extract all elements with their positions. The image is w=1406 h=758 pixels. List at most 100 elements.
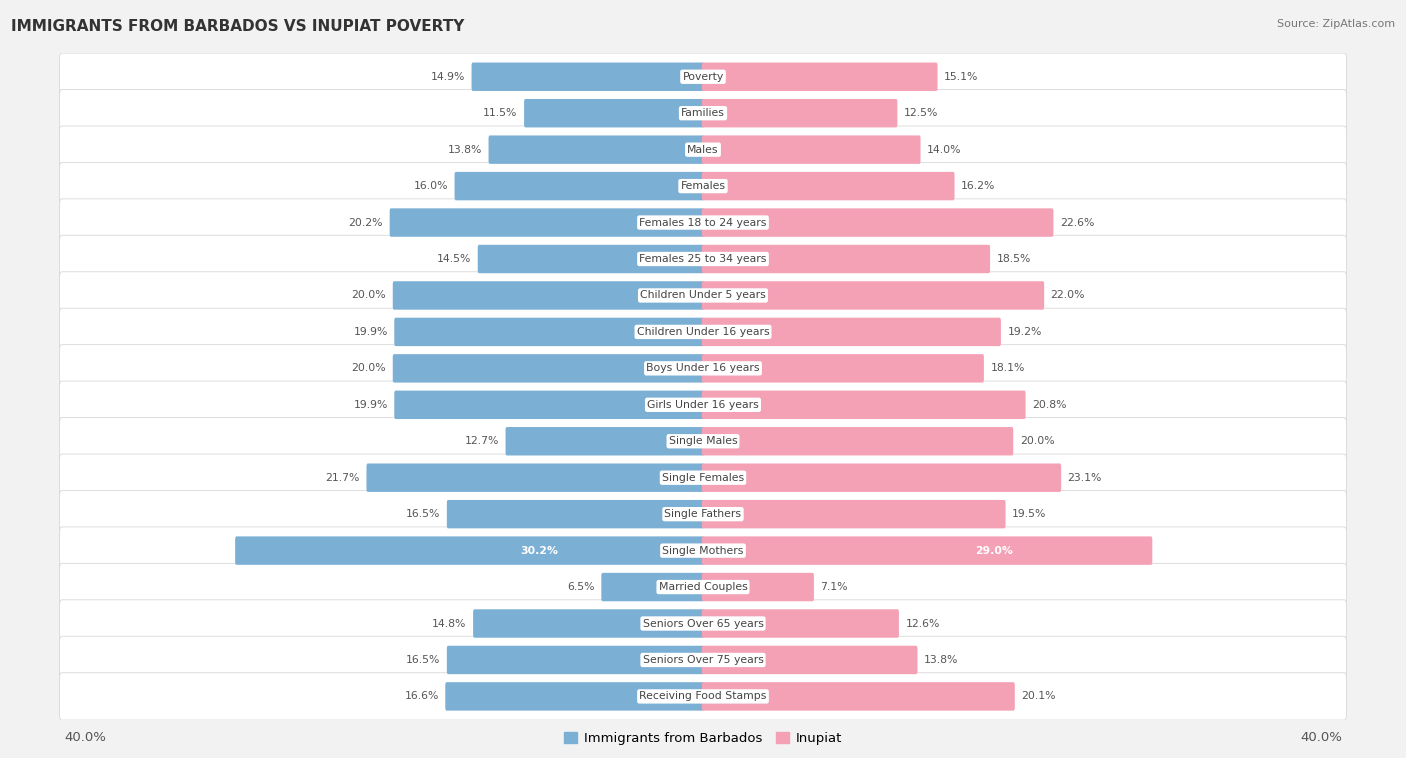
- FancyBboxPatch shape: [59, 235, 1347, 283]
- FancyBboxPatch shape: [702, 609, 898, 637]
- FancyBboxPatch shape: [392, 281, 704, 310]
- FancyBboxPatch shape: [446, 682, 704, 710]
- Text: 6.5%: 6.5%: [568, 582, 595, 592]
- Text: 30.2%: 30.2%: [520, 546, 558, 556]
- Text: Females: Females: [681, 181, 725, 191]
- Text: 22.0%: 22.0%: [1050, 290, 1085, 300]
- Text: 12.7%: 12.7%: [464, 437, 499, 446]
- Text: Source: ZipAtlas.com: Source: ZipAtlas.com: [1277, 19, 1395, 29]
- FancyBboxPatch shape: [471, 63, 704, 91]
- Text: 16.0%: 16.0%: [413, 181, 449, 191]
- FancyBboxPatch shape: [59, 600, 1347, 647]
- FancyBboxPatch shape: [447, 646, 704, 674]
- Text: 19.5%: 19.5%: [1012, 509, 1046, 519]
- FancyBboxPatch shape: [602, 573, 704, 601]
- Text: Single Fathers: Single Fathers: [665, 509, 741, 519]
- FancyBboxPatch shape: [59, 345, 1347, 392]
- Text: 11.5%: 11.5%: [484, 108, 517, 118]
- Text: 23.1%: 23.1%: [1067, 473, 1102, 483]
- FancyBboxPatch shape: [59, 636, 1347, 684]
- Text: Males: Males: [688, 145, 718, 155]
- FancyBboxPatch shape: [702, 500, 1005, 528]
- Text: 7.1%: 7.1%: [821, 582, 848, 592]
- FancyBboxPatch shape: [59, 89, 1347, 137]
- Text: Children Under 5 years: Children Under 5 years: [640, 290, 766, 300]
- Text: 14.0%: 14.0%: [927, 145, 962, 155]
- FancyBboxPatch shape: [59, 672, 1347, 720]
- Text: 19.9%: 19.9%: [353, 327, 388, 337]
- Text: 14.5%: 14.5%: [437, 254, 471, 264]
- FancyBboxPatch shape: [59, 527, 1347, 575]
- FancyBboxPatch shape: [59, 381, 1347, 428]
- FancyBboxPatch shape: [59, 418, 1347, 465]
- FancyBboxPatch shape: [59, 454, 1347, 501]
- FancyBboxPatch shape: [235, 537, 704, 565]
- FancyBboxPatch shape: [702, 172, 955, 200]
- FancyBboxPatch shape: [59, 272, 1347, 319]
- Text: 16.5%: 16.5%: [406, 655, 440, 665]
- Text: 20.2%: 20.2%: [349, 218, 384, 227]
- FancyBboxPatch shape: [702, 537, 1153, 565]
- Text: 19.9%: 19.9%: [353, 399, 388, 410]
- Text: 20.0%: 20.0%: [352, 363, 387, 374]
- FancyBboxPatch shape: [702, 463, 1062, 492]
- FancyBboxPatch shape: [59, 309, 1347, 356]
- FancyBboxPatch shape: [59, 162, 1347, 210]
- FancyBboxPatch shape: [702, 63, 938, 91]
- FancyBboxPatch shape: [702, 682, 1015, 710]
- FancyBboxPatch shape: [59, 126, 1347, 174]
- FancyBboxPatch shape: [447, 500, 704, 528]
- Text: Poverty: Poverty: [682, 72, 724, 82]
- Text: Married Couples: Married Couples: [658, 582, 748, 592]
- FancyBboxPatch shape: [389, 208, 704, 236]
- Text: 21.7%: 21.7%: [326, 473, 360, 483]
- FancyBboxPatch shape: [702, 136, 921, 164]
- Text: 12.5%: 12.5%: [904, 108, 938, 118]
- FancyBboxPatch shape: [394, 390, 704, 419]
- Text: 14.9%: 14.9%: [430, 72, 465, 82]
- FancyBboxPatch shape: [702, 281, 1045, 310]
- FancyBboxPatch shape: [454, 172, 704, 200]
- Text: 14.8%: 14.8%: [432, 619, 467, 628]
- FancyBboxPatch shape: [524, 99, 704, 127]
- Text: Single Males: Single Males: [669, 437, 737, 446]
- Text: 22.6%: 22.6%: [1060, 218, 1094, 227]
- FancyBboxPatch shape: [478, 245, 704, 273]
- FancyBboxPatch shape: [702, 573, 814, 601]
- FancyBboxPatch shape: [702, 354, 984, 383]
- Text: Single Females: Single Females: [662, 473, 744, 483]
- Text: 15.1%: 15.1%: [943, 72, 979, 82]
- Text: Families: Families: [681, 108, 725, 118]
- Text: IMMIGRANTS FROM BARBADOS VS INUPIAT POVERTY: IMMIGRANTS FROM BARBADOS VS INUPIAT POVE…: [11, 19, 464, 34]
- Text: 13.8%: 13.8%: [447, 145, 482, 155]
- Text: 16.5%: 16.5%: [406, 509, 440, 519]
- FancyBboxPatch shape: [59, 53, 1347, 101]
- FancyBboxPatch shape: [702, 390, 1025, 419]
- Text: Females 25 to 34 years: Females 25 to 34 years: [640, 254, 766, 264]
- FancyBboxPatch shape: [702, 99, 897, 127]
- Text: 20.0%: 20.0%: [352, 290, 387, 300]
- FancyBboxPatch shape: [702, 427, 1014, 456]
- Text: 16.2%: 16.2%: [962, 181, 995, 191]
- FancyBboxPatch shape: [59, 563, 1347, 611]
- Text: 20.0%: 20.0%: [1019, 437, 1054, 446]
- Text: 29.0%: 29.0%: [976, 546, 1014, 556]
- Text: Seniors Over 75 years: Seniors Over 75 years: [643, 655, 763, 665]
- FancyBboxPatch shape: [506, 427, 704, 456]
- FancyBboxPatch shape: [392, 354, 704, 383]
- FancyBboxPatch shape: [702, 208, 1053, 236]
- Text: Children Under 16 years: Children Under 16 years: [637, 327, 769, 337]
- FancyBboxPatch shape: [59, 199, 1347, 246]
- FancyBboxPatch shape: [367, 463, 704, 492]
- Text: 20.1%: 20.1%: [1021, 691, 1056, 701]
- FancyBboxPatch shape: [394, 318, 704, 346]
- Text: Boys Under 16 years: Boys Under 16 years: [647, 363, 759, 374]
- Text: Females 18 to 24 years: Females 18 to 24 years: [640, 218, 766, 227]
- Text: 18.5%: 18.5%: [997, 254, 1031, 264]
- Text: Girls Under 16 years: Girls Under 16 years: [647, 399, 759, 410]
- FancyBboxPatch shape: [59, 490, 1347, 538]
- Text: 13.8%: 13.8%: [924, 655, 959, 665]
- Text: Single Mothers: Single Mothers: [662, 546, 744, 556]
- FancyBboxPatch shape: [488, 136, 704, 164]
- Text: Seniors Over 65 years: Seniors Over 65 years: [643, 619, 763, 628]
